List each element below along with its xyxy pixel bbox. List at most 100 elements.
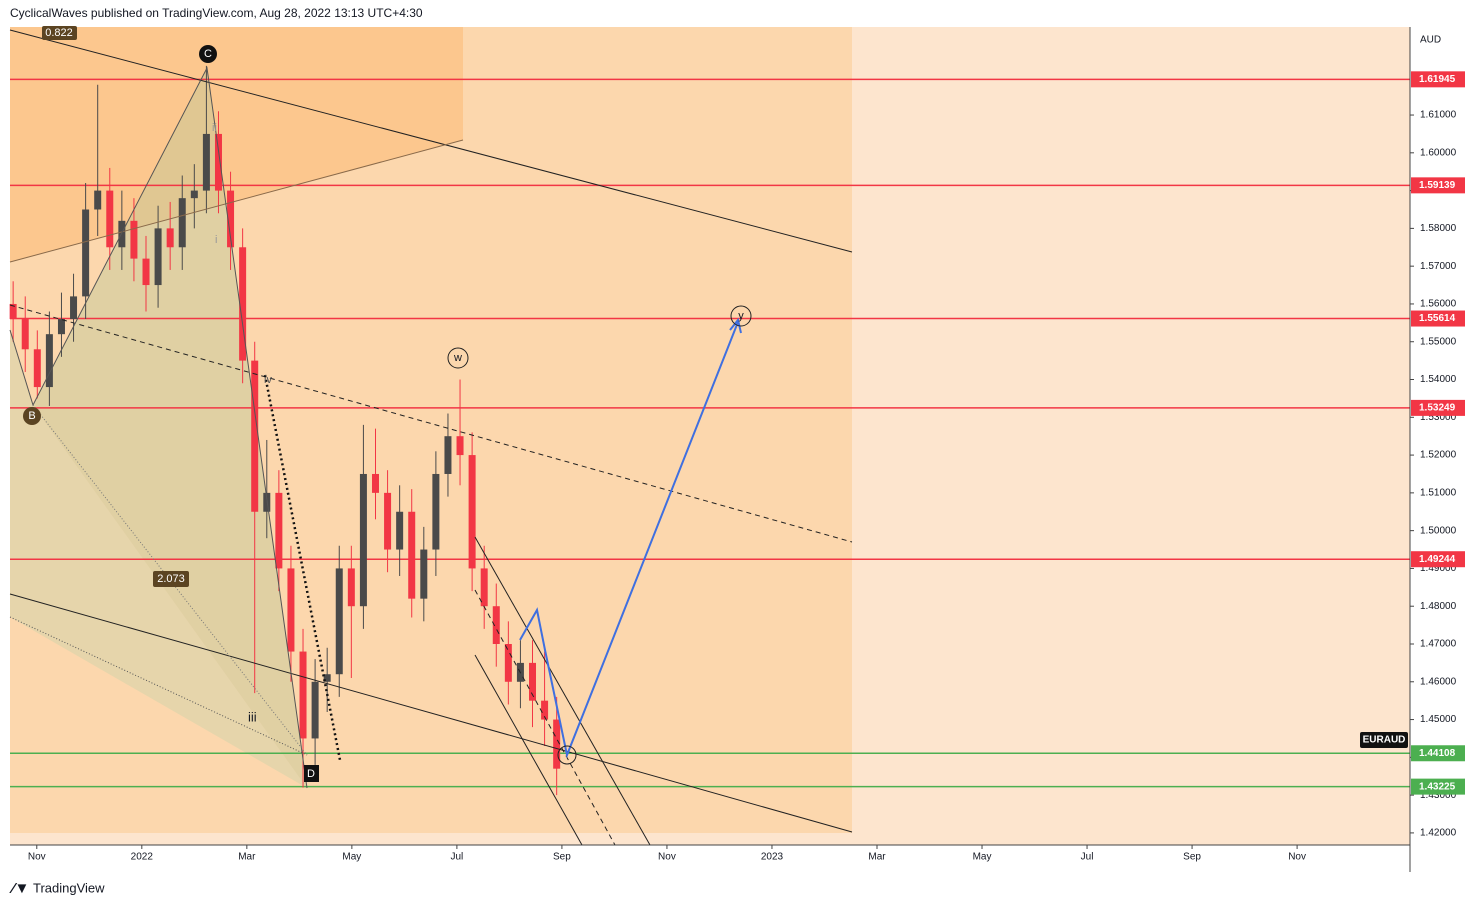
y-tick-label: 1.43000	[1420, 790, 1457, 801]
candle-body	[359, 473, 367, 607]
candle-body	[130, 220, 138, 259]
x-tick-label: Jul	[450, 852, 463, 863]
y-tick-label: 1.47000	[1420, 639, 1457, 650]
y-tick-label: 1.55000	[1420, 336, 1457, 347]
x-tick-label: Nov	[1288, 852, 1306, 863]
x-tick-label: 2023	[761, 852, 784, 863]
candle-body	[504, 643, 512, 682]
symbol-tag: EURAUD	[1363, 735, 1406, 746]
plot	[9, 65, 1410, 796]
dotted-leg	[9, 616, 308, 756]
candle-body	[287, 568, 295, 652]
wave-label: y	[738, 310, 744, 322]
fib-label: 2.073	[157, 573, 185, 585]
price-level-tag	[1411, 399, 1465, 416]
y-tick-label: 1.52000	[1420, 450, 1457, 461]
candle-body	[275, 492, 283, 569]
price-level-label: 1.59139	[1419, 180, 1456, 191]
candle-body	[94, 190, 102, 210]
price-level-label: 1.43225	[1419, 781, 1456, 792]
price-level-label: 1.44108	[1419, 748, 1456, 759]
y-tick-label: 1.61000	[1420, 110, 1457, 121]
point-label: D	[307, 768, 315, 780]
y-tick-label: 1.57000	[1420, 261, 1457, 272]
candle-body	[166, 228, 174, 248]
arrowhead	[729, 317, 742, 334]
y-tick-label: 1.49000	[1420, 563, 1457, 574]
candle-body	[239, 247, 247, 361]
candle-body	[396, 511, 404, 550]
candle-body	[468, 455, 476, 569]
candle-body	[492, 606, 500, 644]
candle-body	[57, 319, 65, 335]
candle-body	[299, 651, 307, 739]
wave-circle	[557, 745, 577, 765]
small-channel-top	[474, 536, 651, 846]
wave-label: ii	[212, 122, 217, 134]
candle-body	[456, 436, 464, 456]
price-level-label: 1.53249	[1419, 403, 1456, 414]
x-tick-label: Mar	[238, 852, 256, 863]
wave-label: w	[453, 352, 462, 364]
point-marker	[23, 407, 41, 425]
channel-top	[9, 29, 853, 253]
y-tick-label: 1.54000	[1420, 374, 1457, 385]
fib-box	[10, 27, 463, 262]
candle-body	[480, 568, 488, 607]
price-level-tag	[1411, 71, 1465, 88]
projection-path	[519, 321, 739, 759]
y-tick-label: 1.60000	[1420, 147, 1457, 158]
candle-body	[384, 492, 392, 550]
channel-bottom	[9, 593, 853, 833]
x-tick-label: May	[973, 852, 992, 863]
candle-body	[311, 681, 319, 739]
point-label: B	[28, 410, 35, 422]
y-tick-label: 1.48000	[1420, 601, 1457, 612]
candle-body	[214, 133, 222, 191]
x-tick-label: Nov	[658, 852, 676, 863]
y-tick-label: 1.46000	[1420, 676, 1457, 687]
fib-label-bg	[153, 571, 189, 587]
drawings	[9, 29, 853, 846]
price-level-tag	[1411, 177, 1465, 194]
small-channel-bottom	[474, 654, 583, 846]
candle-body	[251, 360, 259, 512]
y-tick-label: 1.45000	[1420, 714, 1457, 725]
logo: ⁄▼	[9, 880, 29, 897]
point-label: C	[204, 48, 212, 60]
y-tick-label: 1.56000	[1420, 299, 1457, 310]
x-tick-label: May	[342, 852, 361, 863]
currency: AUD	[1420, 35, 1441, 46]
wave-circle	[447, 347, 469, 369]
axes: 1.420001.430001.440001.450001.460001.470…	[28, 71, 1465, 863]
price-axis	[1410, 27, 1468, 845]
publisher: CyclicalWaves published on TradingView.c…	[10, 6, 423, 20]
y-tick-label: 1.50000	[1420, 525, 1457, 536]
candle-body	[541, 700, 549, 720]
candle-body	[347, 568, 355, 607]
y-tick-label: 1.53000	[1420, 412, 1457, 423]
fib-line	[9, 139, 464, 263]
candle-body	[420, 549, 428, 599]
candle-body	[45, 334, 53, 388]
candle-body	[190, 190, 198, 199]
candle-body	[227, 190, 235, 248]
candle-body	[21, 319, 29, 350]
candle-body	[553, 719, 561, 769]
candle-body	[154, 228, 162, 286]
x-tick-label: Sep	[1183, 852, 1201, 863]
fib-label: 0.822	[45, 27, 73, 39]
symbol-tag-bg	[1360, 732, 1408, 748]
candle-body	[263, 492, 271, 512]
point-marker	[304, 765, 319, 782]
harmonic-triangle	[33, 68, 307, 788]
candle-body	[82, 209, 90, 297]
candle-body	[371, 473, 379, 493]
fib-label-bg	[42, 26, 77, 40]
candle-body	[33, 349, 41, 388]
x-tick-label: 2022	[131, 852, 154, 863]
y-tick-label: 1.51000	[1420, 488, 1457, 499]
brand: TradingView	[33, 880, 105, 895]
candle-body	[323, 674, 331, 682]
